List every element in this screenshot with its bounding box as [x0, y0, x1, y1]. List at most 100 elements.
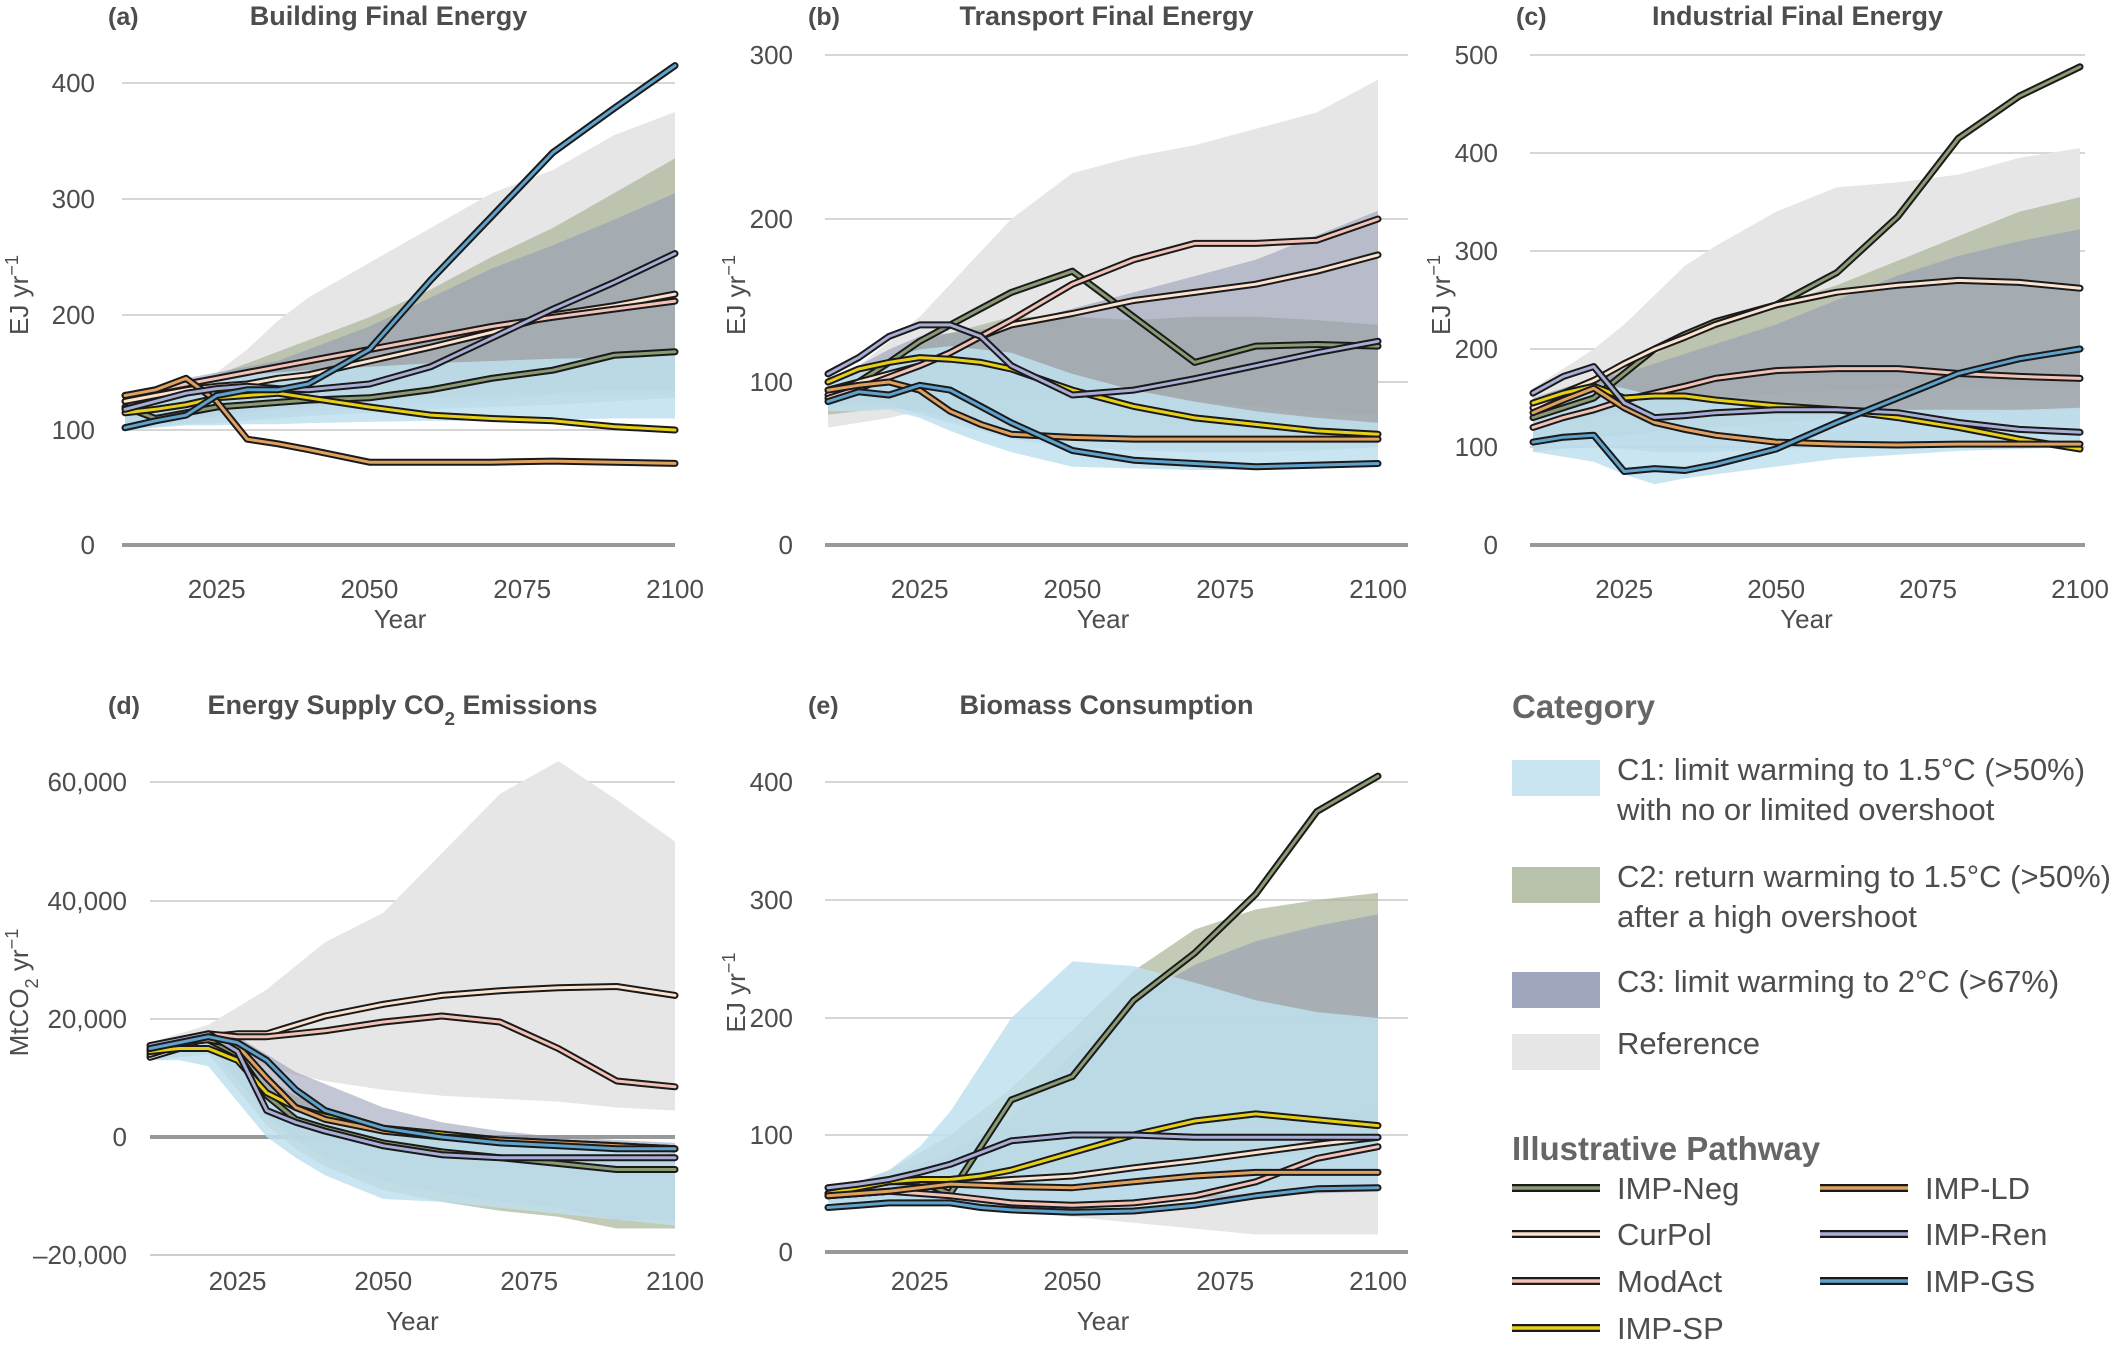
y-axis-label: EJ yr−1: [1424, 255, 1456, 335]
chart-panel-c: 0 100 200 300 400 500 2025 2050 2075 2100 Year EJ y…: [1424, 1, 2109, 634]
legend-category-title: Category: [1512, 688, 1656, 725]
y-tick-label: 100: [750, 367, 793, 397]
panel-label: (c): [1516, 3, 1547, 31]
y-axis-label: MtCO2 yr−1: [2, 929, 42, 1057]
chart-panel-b: 0 100 200 300 2025 2050 2075 2100 Year EJ yr−1 Tra…: [719, 1, 1408, 634]
y-tick-label: 0: [81, 530, 95, 560]
x-tick-label: 2050: [1747, 574, 1805, 604]
y-axis-label: EJ yr−1: [719, 953, 751, 1033]
x-tick-label: 2075: [500, 1266, 558, 1296]
series-line-imp-gs: [826, 1186, 1380, 1214]
y-tick-label: 0: [779, 530, 793, 560]
y-tick-label: 300: [750, 40, 793, 70]
x-tick-label: 2050: [354, 1266, 412, 1296]
legend-pathway-label: IMP-Ren: [1925, 1217, 2047, 1252]
x-tick-label: 2025: [891, 1266, 949, 1296]
chart-title: Building Final Energy: [250, 1, 528, 31]
y-tick-label: 200: [750, 1003, 793, 1033]
series-line-imp-gs: [1531, 347, 2082, 473]
y-tick-label: 100: [52, 415, 95, 445]
x-tick-label: 2100: [646, 1266, 704, 1296]
y-tick-label: 60,000: [47, 767, 127, 797]
y-tick-label: 300: [1455, 236, 1498, 266]
y-tick-label: 40,000: [47, 886, 127, 916]
legend-swatch-reference: [1512, 1034, 1600, 1070]
x-tick-label: 2025: [188, 574, 246, 604]
series-line-imp-ld: [826, 1170, 1380, 1198]
panel-label: (b): [808, 3, 840, 31]
band-reference: [150, 761, 675, 1111]
x-axis-label: Year: [1077, 604, 1130, 634]
y-tick-label: 0: [113, 1122, 127, 1152]
series-line-imp-ren: [1531, 365, 2082, 434]
y-tick-label: 300: [750, 885, 793, 915]
x-tick-label: 2100: [1349, 1266, 1407, 1296]
band-c1: [150, 1036, 675, 1226]
legend-swatch-c2: [1512, 867, 1600, 903]
legend-swatch-c1: [1512, 760, 1600, 796]
legend-pathway-label: IMP-Neg: [1617, 1171, 1739, 1206]
chart-panel-d: –20,000 0 20,000 40,000 60,000 2025 2050 2075 21…: [2, 690, 704, 1336]
y-tick-label: 100: [1455, 432, 1498, 462]
legend-category-label: C2: return warming to 1.5°C (>50%): [1617, 859, 2111, 894]
y-tick-label: 0: [1484, 530, 1498, 560]
y-tick-label: –20,000: [33, 1240, 127, 1270]
x-tick-label: 2075: [1196, 1266, 1254, 1296]
legend-category-label: C3: limit warming to 2°C (>67%): [1617, 964, 2059, 999]
band-c1: [828, 961, 1378, 1206]
series-line-imp-ld: [1531, 386, 2082, 447]
legend-category-sublabel: with no or limited overshoot: [1616, 792, 1995, 827]
x-tick-label: 2075: [493, 574, 551, 604]
chart-title: Industrial Final Energy: [1652, 1, 1943, 31]
legend-pathway-label: IMP-SP: [1617, 1311, 1724, 1346]
x-axis-label: Year: [374, 604, 427, 634]
chart-title: Energy Supply CO2 Emissions: [207, 690, 597, 730]
y-tick-label: 400: [1455, 138, 1498, 168]
x-tick-label: 2025: [209, 1266, 267, 1296]
series-line-imp-ld: [123, 376, 677, 465]
x-axis-label: Year: [1077, 1306, 1130, 1336]
legend-category-label: C1: limit warming to 1.5°C (>50%): [1617, 752, 2085, 787]
y-tick-label: 100: [750, 1120, 793, 1150]
y-tick-label: 200: [750, 204, 793, 234]
x-tick-label: 2050: [1044, 574, 1102, 604]
series-line-imp-ren: [826, 323, 1380, 397]
legend-pathway-title: Illustrative Pathway: [1512, 1130, 1821, 1167]
y-tick-label: 200: [1455, 334, 1498, 364]
panel-label: (a): [108, 3, 139, 31]
legend-pathway-label: ModAct: [1617, 1264, 1722, 1299]
y-tick-label: 200: [52, 300, 95, 330]
series-line-imp-gs: [123, 64, 677, 430]
chart-title: Biomass Consumption: [959, 690, 1253, 720]
x-tick-label: 2100: [646, 574, 704, 604]
y-axis-label: EJ yr−1: [2, 255, 34, 335]
series-line-imp-gs: [148, 1035, 677, 1151]
series-line-imp-ren: [826, 1133, 1380, 1190]
chart-title: Transport Final Energy: [959, 1, 1253, 31]
legend-pathway-label: CurPol: [1617, 1217, 1712, 1252]
series-line-imp-sp: [123, 391, 677, 432]
legend: Category C1: limit warming to 1.5°C (>50%…: [1512, 688, 2111, 1346]
series-line-imp-gs: [826, 383, 1380, 469]
legend-category-label: Reference: [1617, 1026, 1760, 1061]
panel-label: (d): [108, 692, 140, 720]
y-tick-label: 300: [52, 184, 95, 214]
x-tick-label: 2100: [2051, 574, 2109, 604]
legend-category-sublabel: after a high overshoot: [1617, 899, 1917, 934]
x-tick-label: 2025: [1595, 574, 1653, 604]
y-axis-label: EJ yr−1: [719, 255, 751, 335]
chart-panel-a: 0 100 200 300 400 2025 2050 2075 2100 Year EJ yr−1…: [2, 1, 704, 634]
x-axis-label: Year: [1780, 604, 1833, 634]
legend-pathway-label: IMP-LD: [1925, 1171, 2030, 1206]
y-tick-label: 400: [52, 68, 95, 98]
legend-swatch-c3: [1512, 972, 1600, 1008]
chart-panel-e: 0 100 200 300 400 2025 2050 2075 2100 Year EJ yr−1…: [719, 690, 1408, 1336]
panel-label: (e): [808, 692, 839, 720]
x-tick-label: 2025: [891, 574, 949, 604]
y-tick-label: 500: [1455, 40, 1498, 70]
x-tick-label: 2075: [1899, 574, 1957, 604]
x-tick-label: 2075: [1196, 574, 1254, 604]
series-line-modact: [123, 299, 677, 397]
y-tick-label: 20,000: [47, 1004, 127, 1034]
